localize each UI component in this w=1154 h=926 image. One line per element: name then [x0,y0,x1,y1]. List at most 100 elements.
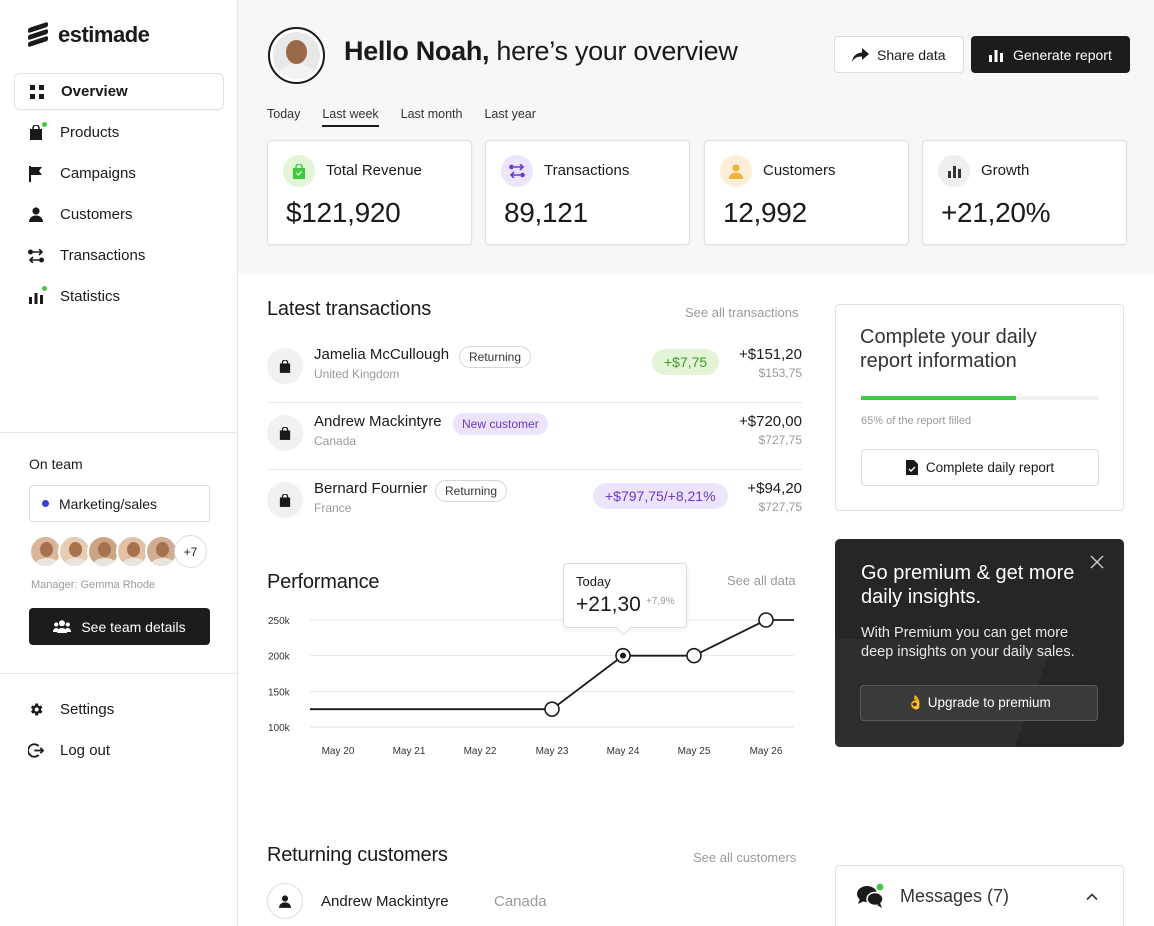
sidebar-nav: Overview Products Campaigns Customers [14,73,224,319]
x-tick-label: May 24 [607,746,640,757]
premium-text: With Premium you can get more deep insig… [861,625,1075,660]
y-tick-label: 250k [268,616,291,627]
person-icon [267,883,303,919]
tab-last-week[interactable]: Last week [322,107,379,127]
sidebar-item-label: Settings [60,701,115,718]
daily-report-card: Complete your daily report information 6… [835,304,1124,511]
team-avatars: +7 [29,535,207,568]
stat-card-customers[interactable]: Customers 12,992 [704,140,909,245]
sidebar-item-label: Customers [60,206,133,223]
share-data-button[interactable]: Share data [834,36,964,73]
report-progress-bar [861,396,1099,400]
status-badge: New customer [453,413,548,435]
see-all-customers-link[interactable]: See all customers [693,850,797,865]
bag-icon [283,155,315,187]
avatar[interactable] [116,535,149,568]
performance-title: Performance [267,571,380,593]
divider [0,673,237,674]
grid-icon [29,84,45,100]
tab-today[interactable]: Today [267,107,301,121]
sidebar-item-label: Campaigns [60,165,136,182]
customer-name: Bernard Fournier [314,480,428,497]
sidebar-item-transactions[interactable]: Transactions [14,237,224,274]
greeting-text: here’s your overview [489,36,738,66]
team-title: On team [29,456,83,472]
messages-label: Messages (7) [900,886,1010,906]
stat-card-revenue[interactable]: Total Revenue $121,920 [267,140,472,245]
avatar[interactable] [29,535,62,568]
avatar[interactable] [87,535,120,568]
brand-logo[interactable]: estimade [28,21,150,48]
stat-label: Transactions [544,162,630,179]
bar-chart-icon [938,155,970,187]
report-title: Complete your daily report information [860,326,1037,372]
team-select-value: Marketing/sales [59,495,158,512]
page-title: Hello Noah, here’s your overview [344,36,738,67]
transaction-amount: +$151,20 [739,346,802,363]
close-icon[interactable] [1090,555,1106,571]
returning-customers-title: Returning customers [267,844,448,866]
notification-dot [41,120,48,128]
premium-title: Go premium & get more daily insights. [861,562,1075,608]
sidebar-item-label: Statistics [60,288,121,305]
sidebar-bottom-nav: Settings Log out [14,691,224,773]
more-members-badge[interactable]: +7 [174,535,207,568]
share-arrow-icon [852,47,869,62]
customer-country: Canada [494,893,547,910]
see-all-transactions-link[interactable]: See all transactions [685,305,799,320]
chevron-up-icon[interactable] [1085,890,1099,904]
see-team-details-button[interactable]: See team details [29,608,210,645]
bar-chart-icon [989,50,1003,62]
user-avatar[interactable] [268,27,325,84]
team-select[interactable]: Marketing/sales [29,485,210,522]
sidebar-item-label: Log out [60,742,111,759]
customer-country: France [314,501,352,515]
x-tick-label: May 20 [322,746,355,757]
stat-value: +21,20% [941,197,1051,228]
stat-value: 12,992 [723,197,807,228]
tab-last-year[interactable]: Last year [484,107,536,121]
share-data-label: Share data [877,46,946,63]
y-tick-label: 150k [268,687,291,698]
stat-label: Growth [981,162,1030,179]
sidebar-item-overview[interactable]: Overview [14,73,224,110]
sidebar-item-settings[interactable]: Settings [14,691,224,728]
table-row[interactable]: Bernard Fournier France Returning +$797,… [267,470,802,537]
sidebar-item-logout[interactable]: Log out [14,732,224,769]
table-row[interactable]: Andrew Mackintyre Canada New customer +$… [267,403,802,470]
generate-report-button[interactable]: Generate report [971,36,1130,73]
messages-panel[interactable]: Messages (7) [835,865,1124,926]
stat-value: 89,121 [504,197,588,228]
bag-icon [267,415,303,451]
upgrade-to-premium-button[interactable]: 👌 Upgrade to premium [860,685,1098,721]
transfer-icon [501,155,533,187]
stat-card-growth[interactable]: Growth +21,20% [922,140,1127,245]
person-icon [720,155,752,187]
sidebar-item-customers[interactable]: Customers [14,196,224,233]
sidebar-item-products[interactable]: Products [14,114,224,151]
sidebar-item-statistics[interactable]: Statistics [14,278,224,315]
x-tick-label: May 21 [393,746,426,757]
stat-value: $121,920 [286,197,401,228]
complete-daily-report-label: Complete daily report [925,460,1055,475]
tooltip-label: Today [576,574,611,589]
range-tabs: Today Last week Last month Last year [267,107,536,127]
customer-name[interactable]: Andrew Mackintyre [321,893,449,910]
transfer-icon [28,248,44,264]
customer-country: Canada [314,434,357,448]
sidebar: estimade Overview Products Campaigns [0,0,238,926]
report-progress-fill [861,396,1016,400]
table-row[interactable]: Jamelia McCullough United Kingdom Return… [267,336,802,403]
notification-dot [41,284,48,292]
delta-badge: +$7,75 [652,349,720,375]
x-tick-label: May 26 [750,746,783,757]
transaction-subtotal: $727,75 [758,500,802,514]
sidebar-item-campaigns[interactable]: Campaigns [14,155,224,192]
see-all-data-link[interactable]: See all data [727,573,796,588]
stat-label: Total Revenue [326,162,422,179]
see-team-details-label: See team details [81,618,186,635]
tab-last-month[interactable]: Last month [400,107,463,121]
stat-card-transactions[interactable]: Transactions 89,121 [485,140,690,245]
bar-chart-icon [28,284,48,305]
complete-daily-report-button[interactable]: Complete daily report [861,449,1099,486]
